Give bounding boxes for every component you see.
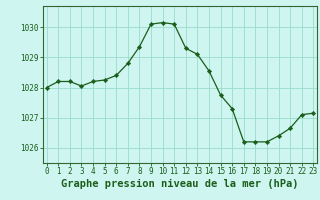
X-axis label: Graphe pression niveau de la mer (hPa): Graphe pression niveau de la mer (hPa) — [61, 179, 299, 189]
